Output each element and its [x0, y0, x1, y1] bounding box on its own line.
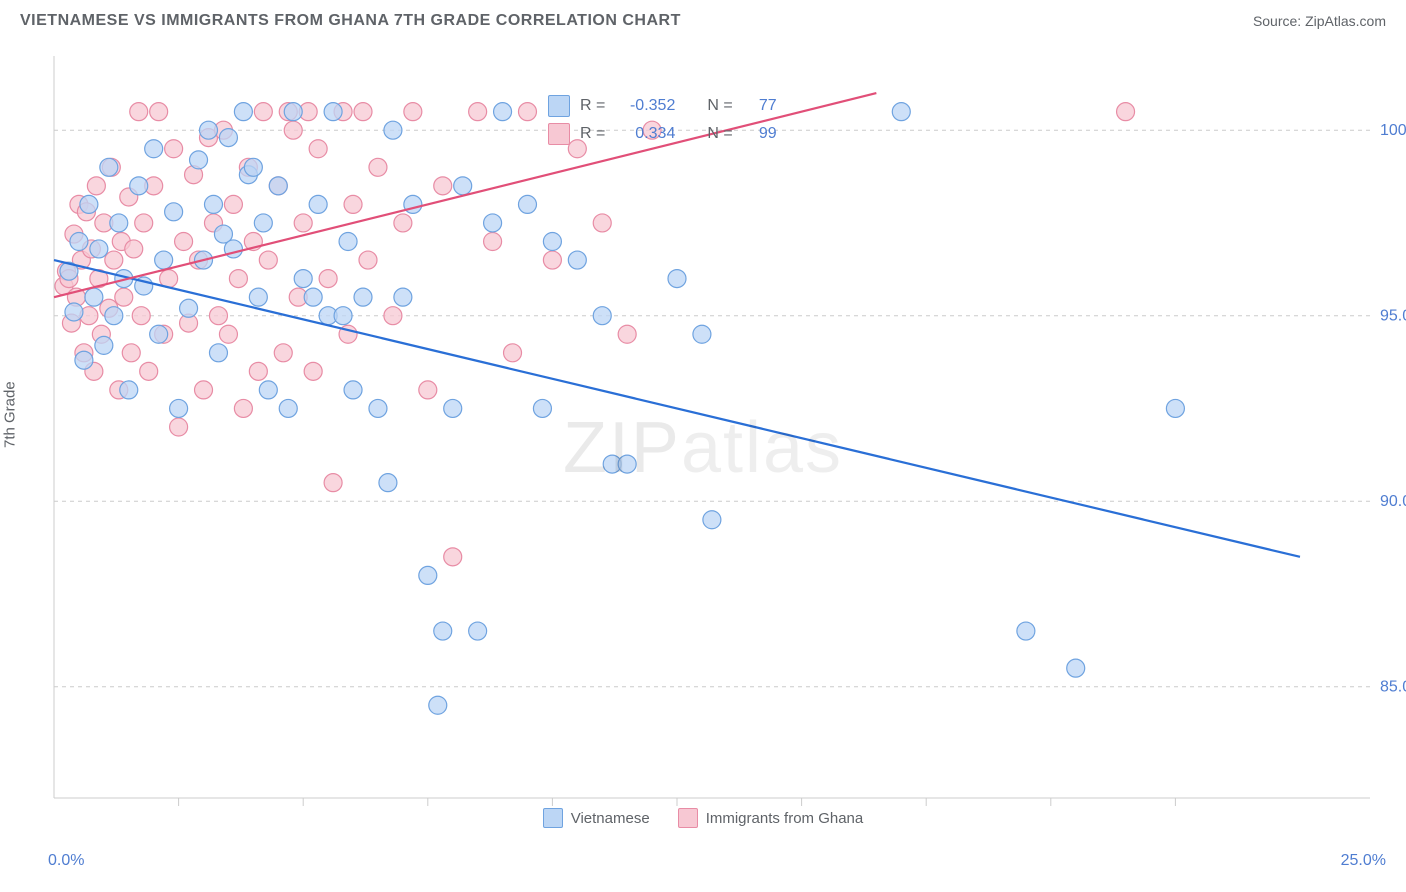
chart-area: 7th Grade 85.0%90.0%95.0%100.0% ZIPatlas… — [0, 38, 1406, 858]
correlation-row-2: R = 0.334 N = 99 — [548, 120, 777, 148]
correlation-legend: R = -0.352 N = 77 R = 0.334 N = 99 — [548, 92, 777, 148]
y-axis-label: 7th Grade — [2, 381, 19, 448]
source-link[interactable]: ZipAtlas.com — [1305, 13, 1386, 29]
chart-title: VIETNAMESE VS IMMIGRANTS FROM GHANA 7TH … — [20, 12, 681, 30]
swatch-series1 — [548, 95, 570, 117]
correlation-row-1: R = -0.352 N = 77 — [548, 92, 777, 120]
svg-text:95.0%: 95.0% — [1380, 308, 1406, 325]
svg-text:85.0%: 85.0% — [1380, 679, 1406, 696]
svg-text:100.0%: 100.0% — [1380, 122, 1406, 139]
x-tick-max: 25.0% — [1341, 852, 1386, 870]
svg-text:90.0%: 90.0% — [1380, 493, 1406, 510]
source-label: Source: ZipAtlas.com — [1253, 13, 1386, 29]
legend-item-series1: Vietnamese — [543, 808, 650, 828]
legend-swatch-series1 — [543, 808, 563, 828]
legend-item-series2: Immigrants from Ghana — [678, 808, 864, 828]
scatter-chart: 85.0% 90.0% 95.0% 100.0% — [0, 38, 1406, 858]
legend-swatch-series2 — [678, 808, 698, 828]
swatch-series2 — [548, 123, 570, 145]
x-tick-min: 0.0% — [48, 852, 84, 870]
bottom-legend: Vietnamese Immigrants from Ghana — [0, 808, 1406, 828]
chart-header: VIETNAMESE VS IMMIGRANTS FROM GHANA 7TH … — [0, 0, 1406, 38]
